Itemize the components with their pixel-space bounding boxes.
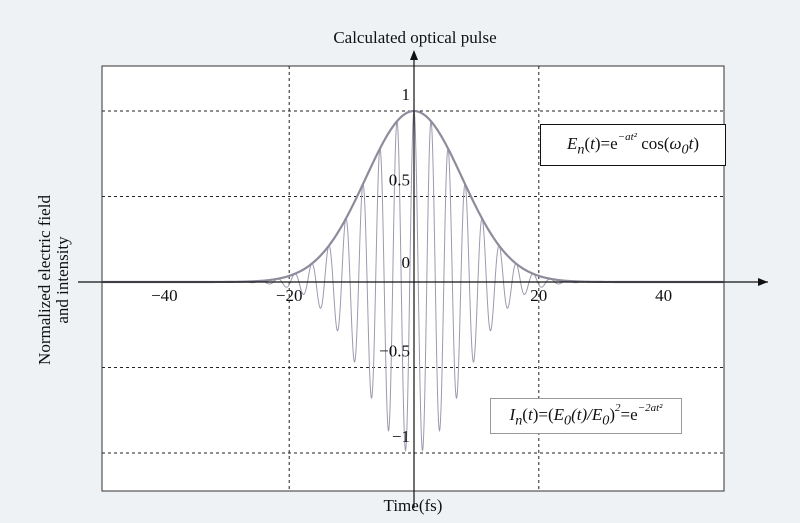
axes: [78, 50, 768, 508]
field-formula-annotation: En(t)=e−at² cos(ω0t): [540, 124, 726, 166]
formula-text: In(t)=(E0(t)/E0)2=e−2at²: [509, 402, 663, 429]
y-axis-label-line-2: and intensity: [53, 236, 72, 324]
y-axis-arrow: [410, 50, 418, 60]
x-tick-label: −20: [276, 286, 303, 305]
tick-labels: −40 −20 20 40 1 0.5 0 −0.5 −1: [151, 85, 672, 446]
y-tick-label: 0: [402, 253, 411, 272]
intensity-formula-annotation: In(t)=(E0(t)/E0)2=e−2at²: [490, 398, 682, 434]
y-tick-label: 1: [402, 85, 411, 104]
y-tick-label: 0.5: [389, 171, 410, 190]
x-tick-label: 40: [655, 286, 672, 305]
y-axis-label: Normalized electric field and intensity: [35, 195, 72, 365]
x-axis-arrow: [758, 278, 768, 286]
x-tick-label: 20: [530, 286, 547, 305]
y-axis-label-line-1: Normalized electric field: [35, 195, 54, 365]
formula-text: En(t)=e−at² cos(ω0t): [566, 131, 700, 158]
y-tick-label: −1: [392, 427, 410, 446]
y-tick-label: −0.5: [379, 342, 410, 361]
x-tick-label: −40: [151, 286, 178, 305]
x-axis-label: Time(fs): [384, 496, 443, 515]
chart-title: Calculated optical pulse: [333, 28, 496, 47]
